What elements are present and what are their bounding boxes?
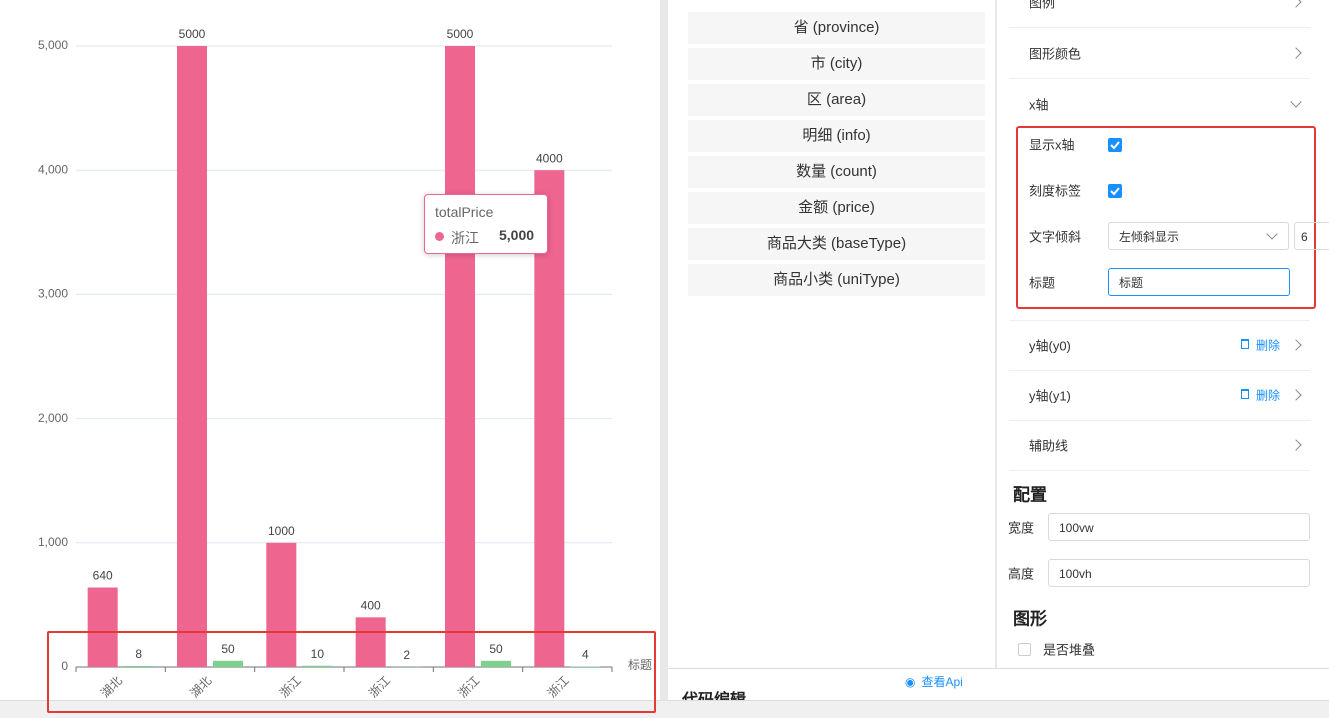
y-tick-label: 5,000 (38, 38, 68, 52)
field-item[interactable]: 市 (city) (688, 48, 985, 80)
field-item[interactable]: 省 (province) (688, 12, 985, 44)
highlight-box (47, 631, 656, 713)
stacked-checkbox[interactable] (1018, 643, 1031, 656)
title-input[interactable]: 标题 (1108, 268, 1290, 296)
show-x-axis-label: 显示x轴 (1029, 135, 1075, 154)
width-input-value: 100vw (1059, 521, 1094, 535)
delete-button[interactable]: 删除 (1256, 337, 1280, 354)
chevron (1290, 0, 1301, 8)
tooltip-value: 5,000 (499, 227, 534, 243)
separator (1009, 27, 1310, 28)
field-item[interactable]: 商品大类 (baseType) (688, 228, 985, 260)
delete-button[interactable]: 删除 (1256, 387, 1280, 404)
bar (177, 46, 207, 667)
tooltip: totalPrice 浙江 5,000 (424, 194, 548, 254)
width-input[interactable]: 100vw (1048, 513, 1310, 541)
divider (668, 668, 1329, 669)
y-tick-label: 4,000 (38, 162, 68, 176)
width-label: 宽度 (1008, 518, 1034, 537)
tilt-angle-value: 6 (1301, 230, 1308, 244)
tilt-select[interactable]: 左倾斜显示 (1108, 222, 1289, 250)
field-item[interactable]: 区 (area) (688, 84, 985, 116)
field-item[interactable]: 明细 (info) (688, 120, 985, 152)
y1-section[interactable]: y轴(y1) (1029, 386, 1071, 405)
divider (660, 0, 668, 717)
chevron (1290, 96, 1301, 107)
value-label: 5000 (179, 27, 206, 41)
separator (1009, 470, 1310, 471)
value-label: 1000 (268, 524, 295, 538)
x-axis-section[interactable]: x轴 (1029, 95, 1049, 114)
trash-icon (1241, 389, 1249, 399)
tilt-select-value: 左倾斜显示 (1119, 230, 1179, 244)
separator (1009, 78, 1310, 79)
field-item[interactable]: 金额 (price) (688, 192, 985, 224)
height-input[interactable]: 100vh (1048, 559, 1310, 587)
legend-section[interactable]: 图例 (1029, 0, 1055, 12)
text-tilt-label: 文字倾斜 (1029, 227, 1081, 246)
chevron (1290, 439, 1301, 450)
value-label: 640 (93, 569, 113, 583)
field-item[interactable]: 商品小类 (uniType) (688, 264, 985, 296)
field-item[interactable]: 数量 (count) (688, 156, 985, 188)
tick-labels-label: 刻度标签 (1029, 181, 1081, 200)
value-label: 4000 (536, 151, 563, 165)
y-tick-label: 2,000 (38, 411, 68, 425)
value-label: 5000 (447, 27, 474, 41)
value-label: 400 (361, 598, 381, 612)
tooltip-category: 浙江 (451, 228, 479, 248)
separator (1009, 420, 1310, 421)
guide-line-section[interactable]: 辅助线 (1029, 436, 1068, 455)
y0-section[interactable]: y轴(y0) (1029, 336, 1071, 355)
code-edit-heading: 代码编辑 (682, 686, 746, 700)
stacked-label: 是否堆叠 (1043, 640, 1095, 659)
separator (1009, 320, 1310, 321)
y-tick-label: 3,000 (38, 287, 68, 301)
tooltip-marker (435, 232, 444, 241)
color-section[interactable]: 图形颜色 (1029, 44, 1081, 63)
shape-heading: 图形 (1013, 605, 1047, 630)
tooltip-title: totalPrice (435, 204, 493, 220)
check-icon (1108, 138, 1122, 152)
height-label: 高度 (1008, 564, 1034, 583)
check-icon (1108, 184, 1122, 198)
title-input-value: 标题 (1119, 276, 1143, 290)
divider (995, 0, 997, 668)
view-api-text: 查看Api (921, 675, 962, 689)
checkbox[interactable] (1108, 138, 1122, 152)
separator (1009, 370, 1310, 371)
chevron (1290, 47, 1301, 58)
chevron (1290, 339, 1301, 350)
chart: 标题 01,0002,0003,0004,0005,00064050001000… (0, 0, 660, 717)
y-tick-label: 1,000 (38, 535, 68, 549)
title-label: 标题 (1029, 273, 1055, 292)
config-heading: 配置 (1013, 481, 1047, 506)
trash-icon (1241, 339, 1249, 349)
view-api-link[interactable]: ◉查看Api (905, 673, 963, 690)
height-input-value: 100vh (1059, 567, 1092, 581)
bar (445, 46, 475, 667)
checkbox[interactable] (1108, 184, 1122, 198)
tilt-angle-input[interactable]: 6 (1294, 222, 1329, 250)
chevron (1290, 389, 1301, 400)
